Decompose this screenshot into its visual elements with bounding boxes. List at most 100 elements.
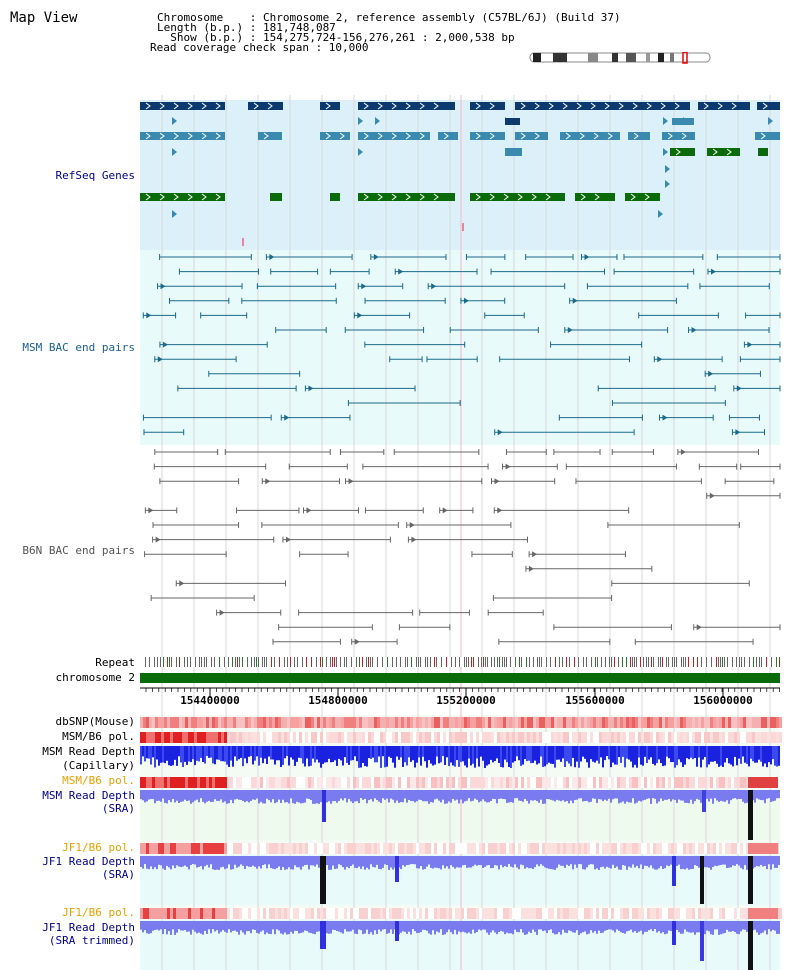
msm-sra-depth-bar bbox=[638, 790, 640, 801]
jf1-trim-depth-bar bbox=[424, 921, 426, 930]
capillary-depth-bar bbox=[588, 746, 590, 768]
strand-arrow bbox=[377, 132, 383, 140]
jf1-trim-depth-bar bbox=[236, 921, 238, 932]
msm-sra-depth-bar bbox=[600, 790, 602, 800]
repeat-element bbox=[237, 657, 238, 667]
capillary-depth-bar bbox=[602, 746, 604, 768]
jf1-sra-depth-bar bbox=[168, 856, 170, 868]
msm-b6-pol2-cell bbox=[428, 777, 431, 788]
msm-b6-pol2-cell bbox=[593, 777, 596, 788]
msm-sra-depth-bar bbox=[314, 790, 316, 804]
msm-b6-pol2-cell bbox=[194, 777, 197, 788]
msm-b6-pol-cell bbox=[299, 732, 302, 743]
jf1-sra-depth-bar bbox=[654, 856, 656, 870]
repeat-element bbox=[499, 657, 500, 667]
capillary-depth-bar bbox=[748, 746, 750, 767]
jf1-sra-depth-bar bbox=[492, 856, 494, 868]
jf1-b6-pol2-cell bbox=[350, 908, 353, 919]
msm-b6-pol-cell bbox=[641, 732, 644, 743]
msm-sra-depth-bar bbox=[288, 790, 290, 804]
capillary-depth-bar bbox=[298, 746, 300, 758]
msm-b6-pol-cell bbox=[464, 732, 467, 743]
msm-sra-depth-bar bbox=[188, 790, 190, 801]
dbsnp-cell bbox=[176, 717, 179, 728]
dbsnp-cell bbox=[215, 717, 218, 728]
dbsnp-cell bbox=[530, 717, 533, 728]
repeat-element bbox=[685, 657, 686, 667]
jf1-trim-depth-bar bbox=[710, 921, 712, 935]
strand-arrow bbox=[675, 148, 681, 156]
capillary-depth-bar bbox=[388, 746, 390, 757]
jf1-b6-pol-cell bbox=[539, 843, 542, 854]
capillary-depth-bar bbox=[712, 746, 714, 762]
capillary-depth-bar bbox=[184, 746, 186, 762]
jf1-trim-depth-bar bbox=[728, 921, 730, 932]
jf1-trim-depth-bar bbox=[216, 921, 218, 931]
msm-b6-pol-cell bbox=[338, 732, 341, 743]
msm-sra-depth-bar bbox=[434, 790, 436, 800]
jf1-sra-depth-bar bbox=[366, 856, 368, 868]
dbsnp-cell bbox=[497, 717, 500, 728]
capillary-depth-bar bbox=[414, 746, 416, 768]
capillary-depth-bar bbox=[234, 746, 236, 757]
strand-arrow bbox=[433, 102, 439, 110]
msm-sra-depth-bar bbox=[350, 790, 352, 802]
repeat-element bbox=[262, 657, 263, 667]
dbsnp-cell bbox=[581, 717, 584, 728]
msm-b6-pol2-cell bbox=[467, 777, 470, 788]
jf1-sra-depth-bar bbox=[554, 856, 556, 870]
jf1-trim-depth-bar bbox=[722, 921, 724, 934]
repeat-element bbox=[727, 657, 728, 667]
jf1-trim-depth-bar bbox=[540, 921, 542, 930]
msm-sra-depth-bar bbox=[364, 790, 366, 799]
jf1-b6-pol2-cell bbox=[314, 908, 317, 919]
jf1-b6-pol-cell bbox=[659, 843, 662, 854]
msm-b6-pol-cell bbox=[707, 732, 710, 743]
jf1-b6-pol-cell bbox=[290, 843, 293, 854]
jf1-sra-depth-bar bbox=[546, 856, 548, 869]
jf1-sra-depth-bar bbox=[634, 856, 636, 868]
chromosome-ideogram[interactable] bbox=[528, 52, 713, 64]
jf1-trim-depth-bar-spike bbox=[672, 921, 676, 945]
msm-sra-depth-bar bbox=[222, 790, 224, 803]
msm-b6-pol-cell bbox=[635, 732, 638, 743]
jf1-sra-depth-bar bbox=[192, 856, 194, 865]
repeat-element bbox=[539, 657, 540, 667]
jf1-b6-pol-cell bbox=[566, 843, 569, 854]
dbsnp-cell bbox=[611, 717, 614, 728]
jf1-trim-depth-bar bbox=[712, 921, 714, 935]
jf1-trim-depth-bar bbox=[432, 921, 434, 931]
strand-arrow bbox=[377, 102, 383, 110]
jf1-b6-pol2-cell bbox=[587, 908, 590, 919]
msm-sra-depth-bar bbox=[658, 790, 660, 802]
msm-bac-pair-arrow bbox=[284, 414, 290, 421]
strand-arrow bbox=[215, 132, 221, 140]
dbsnp-cell bbox=[266, 717, 269, 728]
jf1-sra-depth-bar bbox=[244, 856, 246, 869]
msm-b6-pol-cell bbox=[260, 732, 263, 743]
repeat-element bbox=[716, 657, 717, 667]
jf1-sra-depth-bar bbox=[650, 856, 652, 866]
strand-arrow bbox=[201, 132, 207, 140]
jf1-b6-pol-cell bbox=[431, 843, 434, 854]
msm-b6-pol-cell bbox=[221, 732, 224, 743]
repeat-element bbox=[416, 657, 417, 667]
msm-b6-pol-cell bbox=[575, 732, 578, 743]
capillary-depth-bar bbox=[192, 746, 194, 760]
jf1-sra-depth-bar bbox=[444, 856, 446, 869]
msm-b6-pol2-cell bbox=[686, 777, 689, 788]
msm-b6-pol-cell bbox=[542, 732, 545, 743]
dbsnp-cell bbox=[344, 717, 347, 728]
jf1-depth-label-2: (SRA) bbox=[101, 868, 135, 881]
capillary-depth-bar bbox=[260, 746, 262, 758]
strand-arrow bbox=[173, 193, 179, 201]
dbsnp-cell bbox=[374, 717, 377, 728]
msm-bac-pair-arrow bbox=[162, 341, 168, 348]
jf1-b6-pol-cell bbox=[548, 843, 551, 854]
msm-b6-pol-cell bbox=[401, 732, 404, 743]
jf1-b6-pol-cell bbox=[389, 843, 392, 854]
msm-b6-pol-cell bbox=[554, 732, 557, 743]
msm-b6-pol-cell bbox=[602, 732, 605, 743]
capillary-depth-bar bbox=[708, 746, 710, 765]
